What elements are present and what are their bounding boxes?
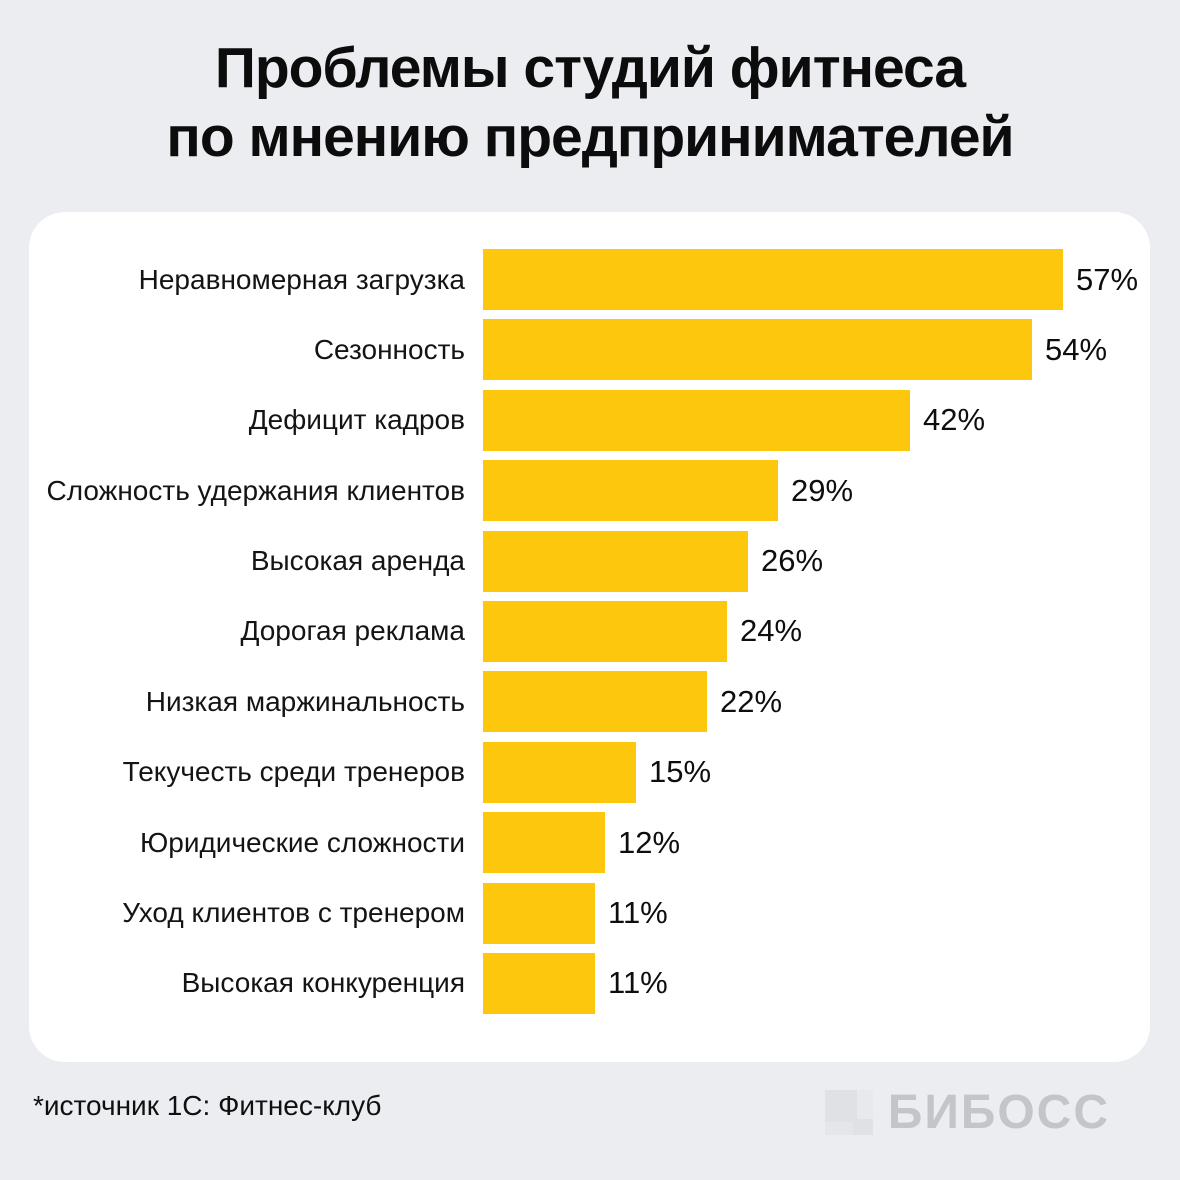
chart-title: Проблемы студий фитнеса по мнению предпр… (0, 34, 1180, 172)
bar-category-label: Низкая маржинальность (145, 685, 465, 717)
bar-category-label: Текучесть среди тренеров (122, 756, 465, 788)
bar-category-label: Сезонность (313, 333, 465, 365)
bar (483, 812, 605, 874)
bar-category-label: Высокая аренда (250, 545, 465, 577)
bar-track: 54% (483, 319, 1150, 381)
bar-value-label: 57% (1076, 261, 1139, 297)
bar (483, 249, 1063, 310)
bar-category-label: Уход клиентов с тренером (122, 897, 465, 929)
bar (483, 671, 707, 733)
bar (483, 882, 595, 944)
bar-track: 22% (483, 671, 1150, 733)
bar-value-label: 22% (720, 683, 783, 719)
bar-track: 57% (483, 249, 1150, 310)
bar-category-label: Дефицит кадров (248, 404, 465, 436)
bar-value-label: 29% (791, 472, 854, 508)
bar (483, 952, 595, 1014)
bar-category-label: Сложность удержания клиентов (46, 474, 465, 506)
bar-value-label: 11% (608, 895, 668, 931)
bar-category-label: Неравномерная загрузка (138, 263, 465, 295)
bar-chart: Неравномерная загрузка 57% Сезонность 54% Де… (29, 212, 1150, 1014)
bar-category-label: Юридические сложности (139, 826, 465, 858)
bar-row: Дорогая реклама 24% (29, 600, 1150, 662)
chart-title-line2: по мнению предпринимателей (166, 105, 1014, 169)
bar (483, 600, 727, 662)
bar-row: Дефицит кадров 42% (29, 389, 1150, 451)
bar (483, 741, 636, 803)
bar-row: Высокая аренда 26% (29, 530, 1150, 592)
bar-value-label: 12% (618, 824, 681, 860)
bar-track: 42% (483, 389, 1150, 451)
bar-track: 11% (483, 882, 1150, 944)
bar-value-label: 42% (923, 402, 986, 438)
bar-row: Сложность удержания клиентов 29% (29, 460, 1150, 522)
biboss-logo: БИБОСС (824, 1085, 1110, 1140)
bar-row: Низкая маржинальность 22% (29, 671, 1150, 733)
bar-category-label: Высокая конкуренция (181, 967, 465, 999)
chart-card: Неравномерная загрузка 57% Сезонность 54% Де… (29, 212, 1150, 1062)
bar-row: Неравномерная загрузка 57% (29, 249, 1150, 310)
chart-title-line1: Проблемы студий фитнеса (214, 36, 966, 100)
bar-track: 15% (483, 741, 1150, 803)
bar-row: Высокая конкуренция 11% (29, 952, 1150, 1014)
biboss-logo-icon (824, 1090, 873, 1135)
bar-track: 24% (483, 600, 1150, 662)
bar (483, 530, 748, 592)
bar-row: Юридические сложности 12% (29, 812, 1150, 874)
bar-track: 12% (483, 812, 1150, 874)
bar-value-label: 15% (649, 754, 712, 790)
bar-row: Текучесть среди тренеров 15% (29, 741, 1150, 803)
bar-track: 26% (483, 530, 1150, 592)
source-note: *источник 1С: Фитнес-клуб (33, 1090, 382, 1121)
bar-category-label: Дорогая реклама (240, 615, 465, 647)
bar (483, 389, 910, 451)
bar-value-label: 11% (608, 965, 668, 1001)
bar-row: Уход клиентов с тренером 11% (29, 882, 1150, 944)
bar (483, 319, 1032, 381)
bar-value-label: 24% (740, 613, 803, 649)
bar-row: Сезонность 54% (29, 319, 1150, 381)
bar-value-label: 26% (761, 543, 824, 579)
bar-value-label: 54% (1045, 331, 1108, 367)
bar-track: 11% (483, 952, 1150, 1014)
biboss-logo-text: БИБОСС (887, 1086, 1110, 1139)
bar-track: 29% (483, 460, 1150, 522)
bar (483, 460, 778, 522)
